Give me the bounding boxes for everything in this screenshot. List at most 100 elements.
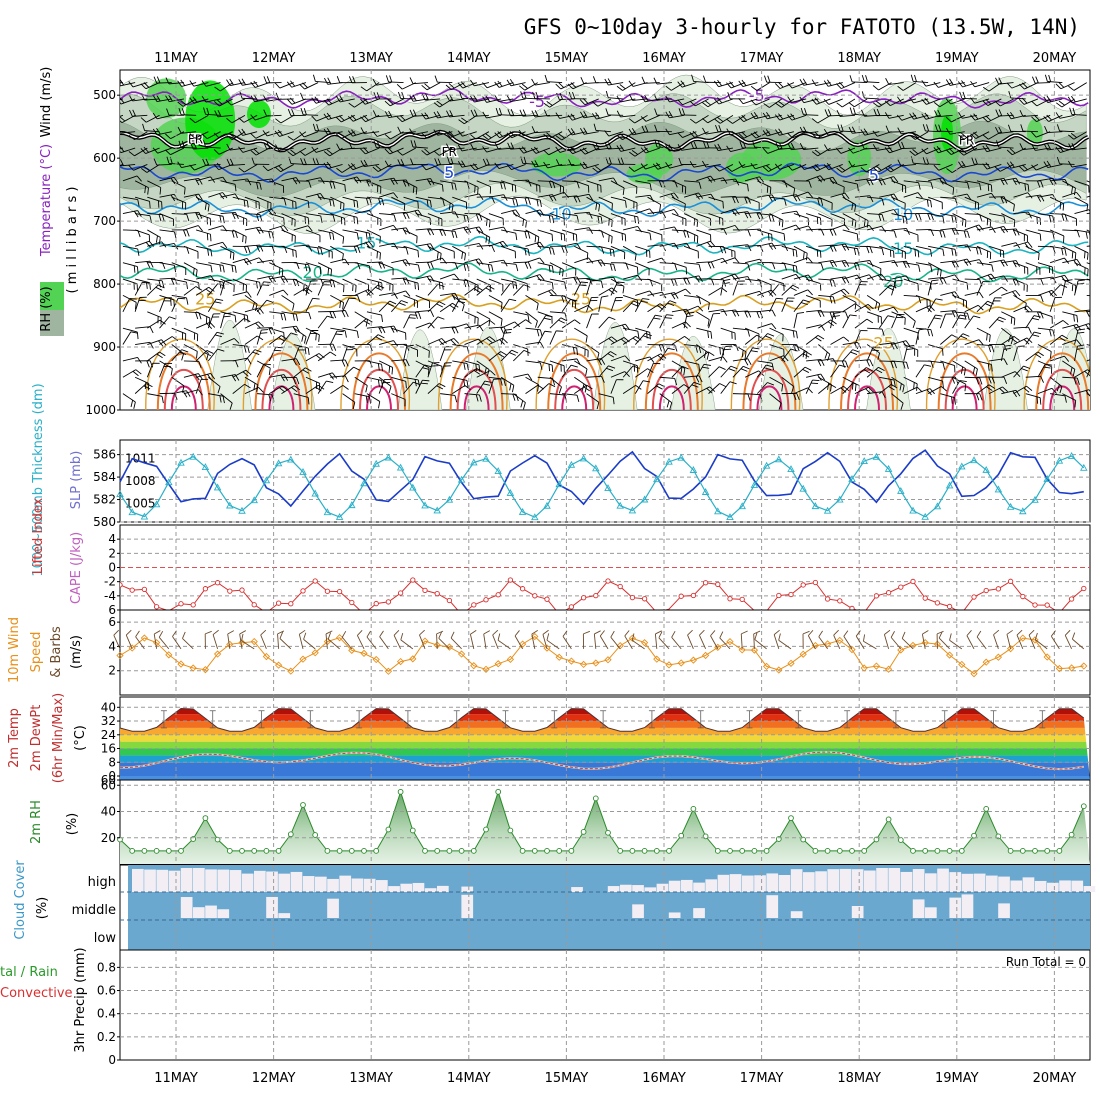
wind-barb (315, 80, 331, 84)
wind-barb (596, 114, 612, 120)
wind-barb (756, 82, 770, 91)
lifted-index-marker (422, 587, 428, 594)
wind-barb-flag (339, 300, 342, 308)
wind-barb (525, 341, 541, 345)
wind-barb-flag (724, 345, 733, 347)
wind-barb (671, 308, 687, 313)
wind-barb (879, 193, 895, 198)
wind-barb-flag (384, 148, 391, 155)
thickness-line (119, 455, 1085, 518)
wind-barb (963, 147, 978, 156)
wind-barb-flag (1004, 344, 1012, 347)
wind-barb-flag (933, 164, 940, 171)
wind-barb-flag (702, 102, 709, 108)
wind-barb-flag (546, 101, 553, 106)
wind-barb (269, 327, 284, 333)
dewpt2m-axis-label: 2m DewPt (29, 705, 44, 772)
wind-barb (962, 114, 978, 119)
wind-barb-flag (292, 326, 297, 334)
wind-speed-marker (945, 651, 954, 659)
thickness-marker (409, 483, 417, 491)
wind-barb-flag (473, 369, 481, 375)
wind-barb (595, 147, 611, 151)
wind-barb-flag (169, 316, 177, 320)
wind-barb (779, 82, 795, 89)
wind-barb-flag (707, 176, 713, 183)
wind-barb-flag (843, 385, 850, 392)
wind-barb-flag (1023, 387, 1030, 393)
wind-barb-flag (778, 128, 783, 135)
wind-barb (1001, 242, 1016, 247)
wind-barb (593, 633, 597, 649)
wind-barb-flag (1022, 164, 1028, 171)
wind-barb-flag (424, 364, 432, 368)
wind-barb (793, 225, 809, 231)
wind-barb (267, 164, 282, 172)
wind-barb (1050, 245, 1065, 250)
wind-barb-flag (741, 350, 744, 358)
wind-barb-flag (1018, 98, 1025, 105)
wind-barb (439, 346, 446, 362)
wind-barb-flag (241, 128, 247, 135)
wind-barb (195, 229, 211, 235)
wind-barb (1047, 98, 1063, 104)
wind-barb (925, 114, 941, 120)
wind-barb (669, 114, 685, 119)
wind-barb (710, 635, 719, 650)
wind-barb (830, 260, 846, 264)
wind-barb (305, 376, 320, 384)
wind-barb-flag (120, 102, 122, 105)
wind-speed-marker (884, 665, 893, 673)
wind-barb (574, 376, 587, 387)
thickness-marker (311, 489, 319, 497)
wind-barb-flag (709, 386, 716, 392)
wind-barb-flag (642, 298, 650, 300)
wind-barb-flag (466, 226, 472, 233)
wind-barb-flag (723, 228, 727, 235)
wind-barb-flag (907, 345, 915, 347)
wind-barb-flag (307, 217, 310, 225)
wind-barb (513, 213, 527, 221)
wind-barb (743, 114, 758, 123)
wind-barb-flag (814, 97, 820, 104)
wind-barb (610, 371, 625, 378)
wind-barb (731, 164, 746, 172)
wind-barb (501, 278, 516, 283)
wind-barb-flag (582, 97, 589, 104)
wind-barb (426, 131, 441, 139)
wind-barb-flag (936, 146, 942, 153)
wind-barb (220, 374, 236, 378)
wind-barb-flag (457, 144, 463, 152)
wind-barb (549, 98, 563, 108)
wind-barb (389, 147, 404, 155)
wind-barb-flag (275, 118, 282, 124)
wind-barb (122, 278, 138, 285)
wind-barb (598, 351, 611, 362)
wind-barb-flag (1062, 203, 1065, 211)
wind-barb (549, 330, 557, 345)
wind-barb (744, 347, 753, 362)
wind-barb (998, 114, 1014, 117)
wind-barb (584, 164, 599, 170)
wind-barb (439, 245, 455, 252)
wind-barb-flag (1039, 397, 1042, 405)
wind-barb (1016, 634, 1024, 650)
wind-barb-flag (1015, 228, 1020, 236)
wind-barb (1013, 211, 1029, 215)
wind-barb-flag (219, 193, 225, 200)
wind-barb-flag (783, 355, 789, 362)
cloud-high-bar (315, 876, 327, 892)
wind-barb-flag (491, 264, 494, 272)
wind-barb (645, 147, 660, 154)
wind-barb (622, 245, 637, 255)
wind-barb-flag (332, 199, 335, 207)
wind-barb-flag (511, 385, 515, 393)
wind-barb-flag (128, 94, 133, 102)
wind-barb (842, 245, 858, 250)
wind-barb-flag (198, 389, 203, 396)
wind-barb-flag (975, 368, 978, 376)
wind-speed-marker (1080, 662, 1088, 670)
wind-barb-flag (527, 197, 531, 205)
thickness-marker (262, 476, 271, 484)
wind-barb (120, 131, 136, 134)
